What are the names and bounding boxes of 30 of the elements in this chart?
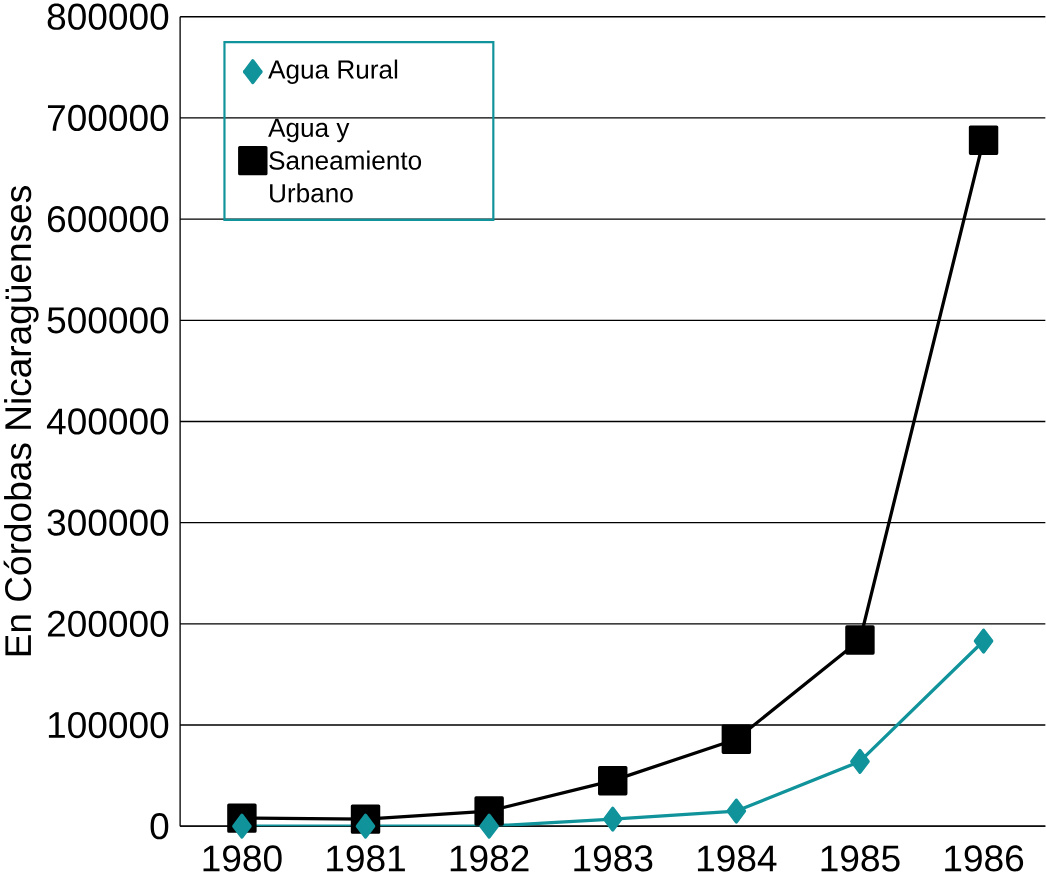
y-tick-label: 500000: [47, 307, 169, 334]
point: [845, 625, 875, 655]
x-tick-label: 1982: [450, 845, 529, 872]
point: [232, 813, 252, 839]
point: [355, 813, 376, 839]
point: [721, 724, 752, 754]
point: [479, 813, 499, 839]
point: [726, 798, 747, 824]
y-tick-label: 700000: [47, 104, 169, 131]
y-tick-label: 0: [150, 813, 169, 840]
x-tick-label: 1983: [574, 845, 653, 872]
y-tick-label: 600000: [47, 205, 169, 233]
y-axis-title: En Córdobas Nicaragüenses: [3, 185, 39, 656]
x-tick-label: 1980: [203, 845, 282, 872]
x-tick-label: 1981: [327, 845, 405, 872]
x-tick-label: 1984: [697, 845, 777, 872]
point: [602, 806, 623, 832]
x-tick-label: 1986: [945, 845, 1024, 872]
y-tick-label: 400000: [46, 408, 169, 435]
legend-label: Agua y Saneamiento Urbano: [268, 118, 422, 203]
y-tick-label: 800000: [47, 3, 169, 30]
point: [973, 628, 994, 654]
point: [598, 765, 628, 796]
legend-label: Agua Rural: [268, 59, 398, 84]
y-tick-label: 300000: [47, 509, 169, 536]
y-tick-label: 200000: [47, 610, 169, 637]
point: [968, 125, 999, 155]
y-tick-label: 100000: [48, 711, 169, 739]
x-tick-label: 1985: [821, 845, 900, 872]
point: [850, 748, 870, 774]
